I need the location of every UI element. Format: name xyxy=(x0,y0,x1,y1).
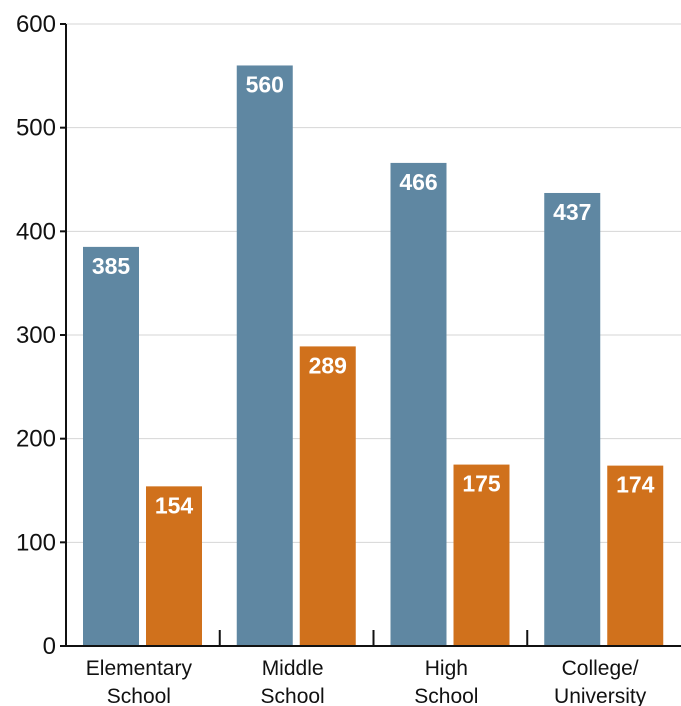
y-tick-label: 100 xyxy=(16,529,56,556)
y-tick-label: 300 xyxy=(16,322,56,349)
bar-value-label: 385 xyxy=(92,253,131,279)
x-category-label: High xyxy=(425,657,468,680)
y-tick-label: 400 xyxy=(16,218,56,245)
x-category-label: School xyxy=(261,685,325,706)
bar xyxy=(146,486,202,646)
y-tick-label: 0 xyxy=(43,633,56,660)
bar-value-label: 560 xyxy=(246,71,284,97)
bar-value-label: 466 xyxy=(399,169,437,195)
x-category-label: School xyxy=(414,685,478,706)
bar-value-label: 175 xyxy=(462,471,501,497)
bar-value-label: 174 xyxy=(616,472,655,498)
bars xyxy=(83,65,664,646)
y-tick-label: 600 xyxy=(16,11,56,38)
bar xyxy=(453,464,510,646)
y-tick-label: 200 xyxy=(16,426,56,453)
bar xyxy=(390,162,447,646)
bar xyxy=(544,192,601,646)
labels: 0 100 200 300 400 500 600 385 560 466 437 154 289 175… xyxy=(16,11,655,706)
x-category-label: School xyxy=(107,685,171,706)
bar xyxy=(83,246,139,646)
axes xyxy=(60,23,681,647)
bar-value-label: 154 xyxy=(155,492,194,518)
x-category-label: Elementary xyxy=(86,657,193,680)
x-category-label: College/ xyxy=(562,657,639,680)
bar xyxy=(607,465,664,646)
bar xyxy=(299,346,356,646)
x-category-label: Middle xyxy=(262,657,324,680)
y-tick-label: 500 xyxy=(16,115,56,142)
bar-value-label: 289 xyxy=(309,352,347,378)
bar xyxy=(236,65,293,646)
x-category-label: University xyxy=(554,685,647,706)
bar-value-label: 437 xyxy=(553,199,591,225)
